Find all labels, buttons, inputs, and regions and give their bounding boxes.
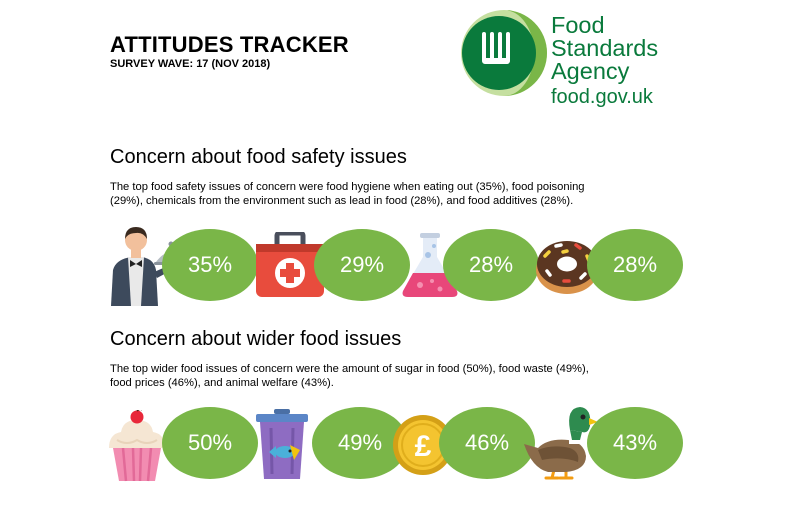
chemical-flask-icon	[402, 233, 458, 297]
stat-pill: 50%	[162, 407, 258, 479]
description-line: (29%), chemicals from the environment su…	[110, 195, 574, 207]
stat-pill: 29%	[314, 229, 410, 301]
stat-pill: 46%	[439, 407, 535, 479]
logo-line-standards: Standards	[551, 35, 659, 61]
survey-wave: SURVEY WAVE: 17 (NOV 2018)	[110, 58, 271, 70]
stat-pill: 28%	[443, 229, 539, 301]
stat-pill: 43%	[587, 407, 683, 479]
svg-text:£: £	[415, 430, 432, 463]
section-description-wider-food: The top wider food issues of concern wer…	[110, 362, 650, 390]
description-line: food prices (46%), and animal welfare (4…	[110, 377, 334, 389]
first-aid-kit-icon	[256, 232, 324, 297]
pound-coin-icon: £	[393, 415, 453, 475]
duck-icon	[524, 407, 598, 480]
stat-pill: 28%	[587, 229, 683, 301]
logo-line-food: Food	[551, 12, 605, 38]
section-description-food-safety: The top food safety issues of concern we…	[110, 180, 650, 208]
stat-pill: 49%	[312, 407, 408, 479]
fsa-fork-icon	[461, 10, 547, 96]
logo-line-agency: Agency	[551, 58, 630, 84]
page-title: ATTITUDES TRACKER	[110, 32, 349, 57]
fsa-logo: Food Standards Agency food.gov.uk	[459, 8, 674, 116]
cupcake-icon	[109, 410, 165, 482]
donut-icon	[536, 241, 598, 294]
stat-pill: 35%	[162, 229, 258, 301]
description-line: The top wider food issues of concern wer…	[110, 363, 589, 375]
logo-url: food.gov.uk	[551, 86, 653, 108]
waste-bin-icon	[256, 409, 308, 479]
description-line: The top food safety issues of concern we…	[110, 181, 585, 193]
section-heading-wider-food: Concern about wider food issues	[110, 328, 402, 350]
section-heading-food-safety: Concern about food safety issues	[110, 146, 407, 168]
logo-wordmark: Food Standards Agency	[551, 12, 659, 84]
